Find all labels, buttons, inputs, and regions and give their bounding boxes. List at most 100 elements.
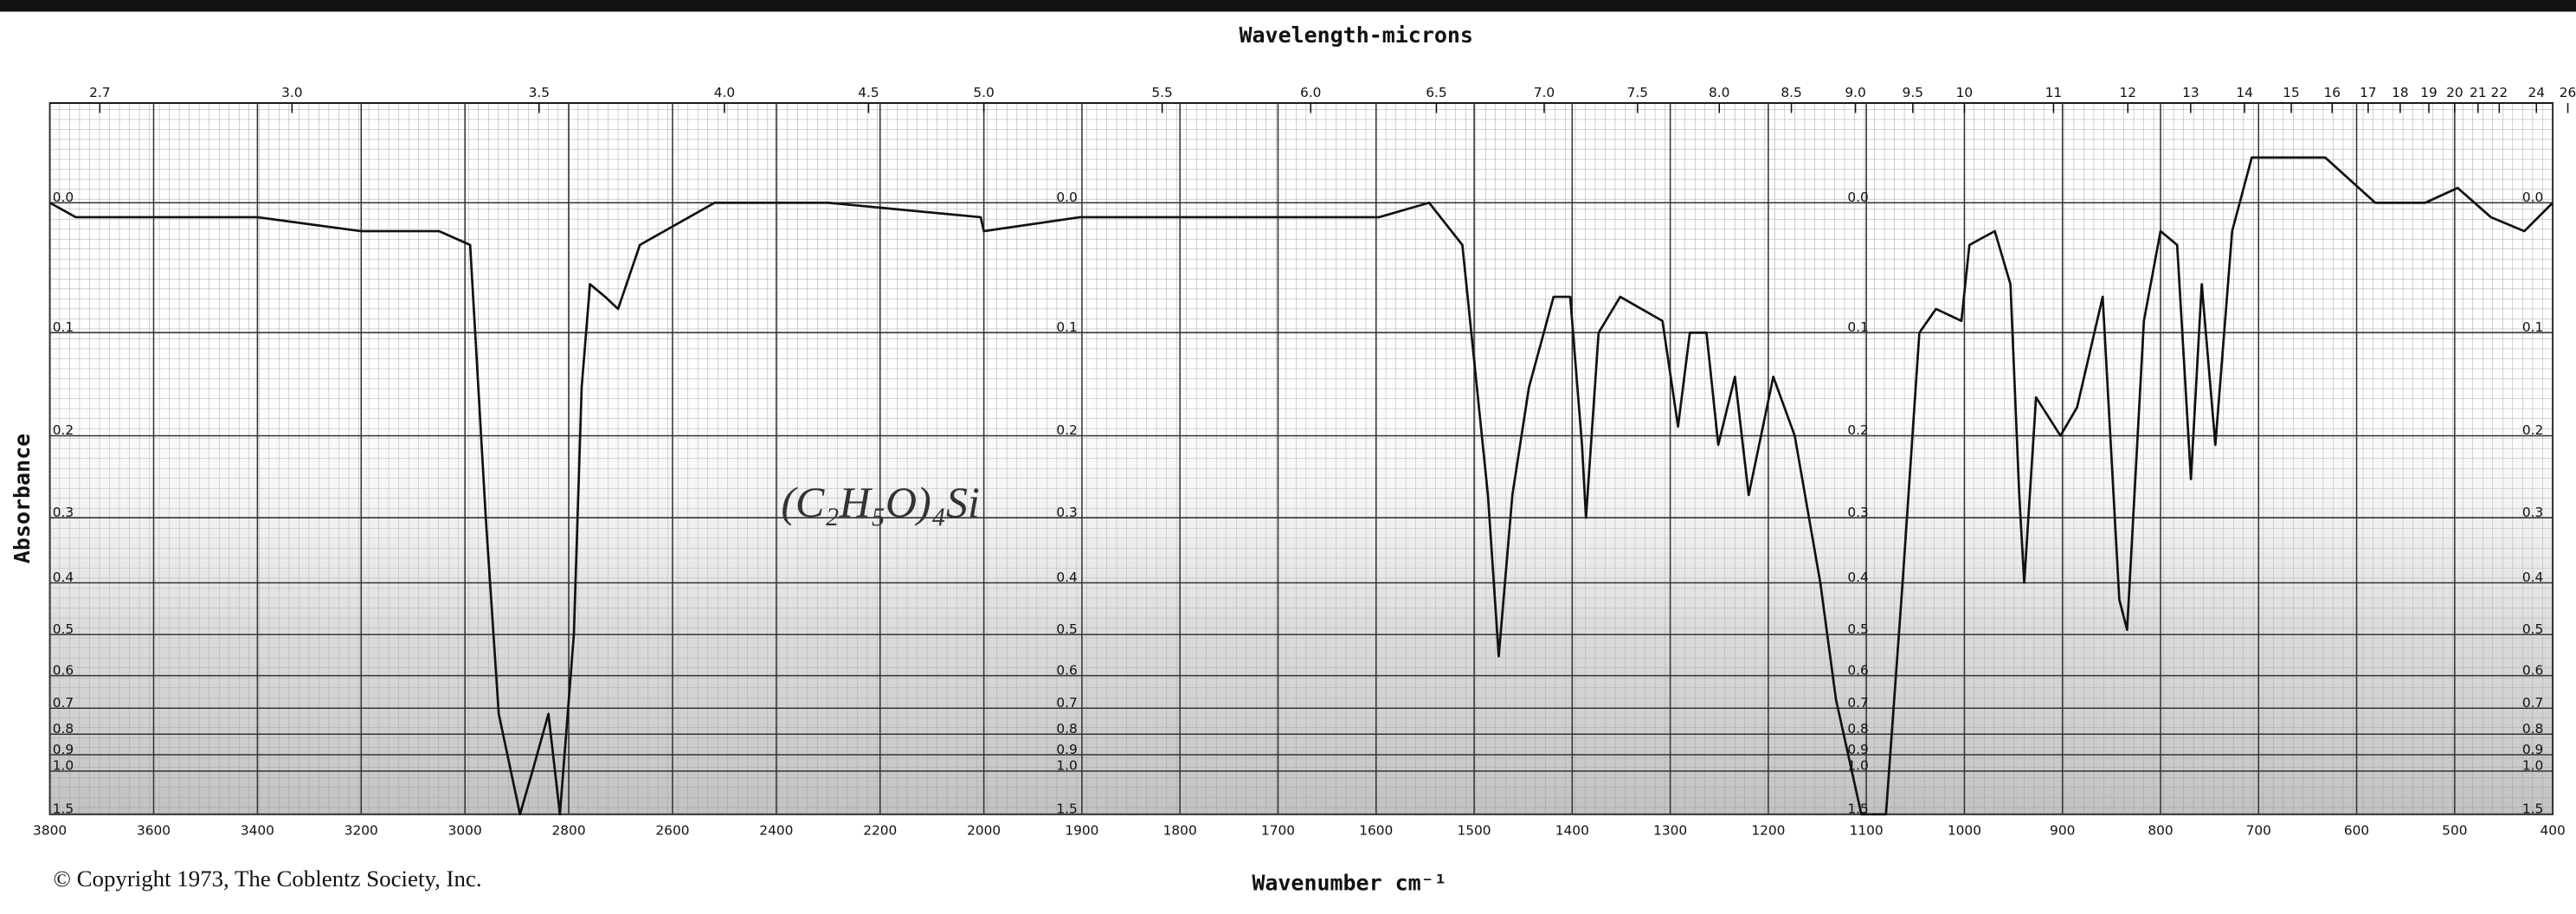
y-tick-label: 0.8 [53,721,74,737]
x2-tick-label: 3.5 [529,85,550,100]
y-tick-label: 0.1 [1847,319,1868,335]
scan-shade [49,332,2553,814]
y-tick-label: 1.0 [1056,758,1077,774]
x-tick-label: 2600 [655,823,689,839]
x-tick-label: 3800 [33,823,67,839]
x-label: Wavenumber cm⁻¹ [1252,870,1446,895]
x-tick-label: 1400 [1555,823,1589,839]
y-tick-label: 0.6 [1847,662,1868,678]
y-tick-label: 0.4 [2522,570,2543,585]
x-tick-label: 400 [2540,823,2565,839]
x-tick-label: 1500 [1457,823,1491,839]
x-tick-label: 3000 [448,823,482,839]
x2-tick-label: 10 [1956,85,1974,100]
x-tick-label: 800 [2148,823,2173,839]
x2-tick-label: 8.0 [1709,85,1729,100]
y-tick-label: 0.2 [2522,422,2543,438]
y-tick-label: 0.0 [1056,190,1077,205]
y-tick-label: 0.1 [53,319,74,335]
x2-tick-label: 5.5 [1151,85,1172,100]
x-tick-label: 1200 [1751,823,1785,839]
x2-tick-label: 22 [2491,85,2508,100]
y-tick-label: 0.2 [1847,422,1868,438]
x-tick-label: 1000 [1948,823,1981,839]
y-tick-label: 0.1 [2522,319,2543,335]
x2-tick-label: 14 [2236,85,2253,100]
x-tick-label: 2800 [552,823,586,839]
y-tick-label: 0.5 [1847,621,1868,637]
x2-tick-label: 9.0 [1845,85,1865,100]
y-tick-label: 0.8 [1847,721,1868,737]
y-tick-label: 0.7 [1847,695,1868,711]
x-tick-label: 900 [2050,823,2075,839]
y-tick-label: 0.0 [2522,190,2543,205]
x-tick-label: 600 [2344,823,2369,839]
y-label: Absorbance [10,434,35,563]
y-tick-label: 0.4 [1056,570,1077,585]
y-tick-label: 0.5 [1056,621,1077,637]
y-tick-label: 0.3 [1056,505,1077,520]
x2-tick-label: 6.0 [1300,85,1321,100]
x-tick-label: 700 [2246,823,2271,839]
y-tick-label: 0.9 [1056,742,1077,757]
y-tick-label: 1.0 [1847,758,1868,774]
y-tick-label: 0.3 [53,505,74,520]
x2-tick-label: 5.0 [973,85,994,100]
x2-tick-label: 4.5 [858,85,879,100]
x-tick-label: 3200 [345,823,378,839]
y-tick-label: 0.1 [1056,319,1077,335]
y-tick-label: 0.4 [53,570,74,585]
x2-tick-label: 17 [2360,85,2377,100]
x2-tick-label: 7.5 [1627,85,1648,100]
y-tick-label: 0.2 [1056,422,1077,438]
y-tick-label: 1.0 [2522,758,2543,774]
x2-tick-label: 19 [2420,85,2438,100]
y-tick-label: 0.3 [1847,505,1868,520]
y-tick-label: 0.8 [1056,721,1077,737]
x2-tick-label: 6.5 [1426,85,1446,100]
spectrum-line [48,156,2554,816]
y-tick-label: 0.7 [2522,695,2543,711]
y-tick-label: 1.5 [1847,801,1868,817]
y-tick-label: 0.5 [53,621,74,637]
y-tick-label: 0.0 [1847,190,1868,205]
x-tick-label: 3400 [241,823,274,839]
y-tick-label: 0.6 [1056,662,1077,678]
y-tick-label: 1.5 [53,801,74,817]
y-tick-label: 1.5 [2522,801,2543,817]
x2-tick-label: 16 [2323,85,2341,100]
x-tick-label: 1700 [1261,823,1295,839]
x2-tick-label: 26 [2560,85,2576,100]
x2-tick-label: 3.0 [281,85,302,100]
x2-tick-label: 11 [2045,85,2063,100]
y-tick-label: 0.9 [53,742,74,757]
x2-tick-label: 18 [2392,85,2409,100]
y-tick-label: 0.4 [1847,570,1868,585]
x-tick-label: 1800 [1163,823,1197,839]
y-tick-label: 1.5 [1056,801,1077,817]
y-tick-label: 0.8 [2522,721,2543,737]
footer: © Copyright 1973, The Coblentz Society, … [53,866,481,891]
x2-tick-label: 7.0 [1534,85,1555,100]
x-tick-label: 2000 [967,823,1001,839]
x-tick-label: 500 [2442,823,2467,839]
y-tick-label: 0.5 [2522,621,2543,637]
x2-tick-label: 24 [2528,85,2545,100]
x2-tick-label: 15 [2283,85,2300,100]
x-tick-label: 2400 [759,823,793,839]
x2-tick-label: 8.5 [1781,85,1801,100]
x2-tick-label: 20 [2446,85,2463,100]
y-tick-label: 1.0 [53,758,74,774]
y-tick-label: 0.6 [2522,662,2543,678]
top-border [0,0,2576,12]
x2-tick-label: 4.0 [714,85,735,100]
y-tick-label: 0.3 [2522,505,2543,520]
y-tick-label: 0.9 [2522,742,2543,757]
y-tick-label: 0.9 [1847,742,1868,757]
x-tick-label: 3600 [137,823,171,839]
y-tick-label: 0.0 [53,190,74,205]
y-tick-label: 0.6 [53,662,74,678]
x2-label: Wavelength-microns [1240,23,1473,48]
